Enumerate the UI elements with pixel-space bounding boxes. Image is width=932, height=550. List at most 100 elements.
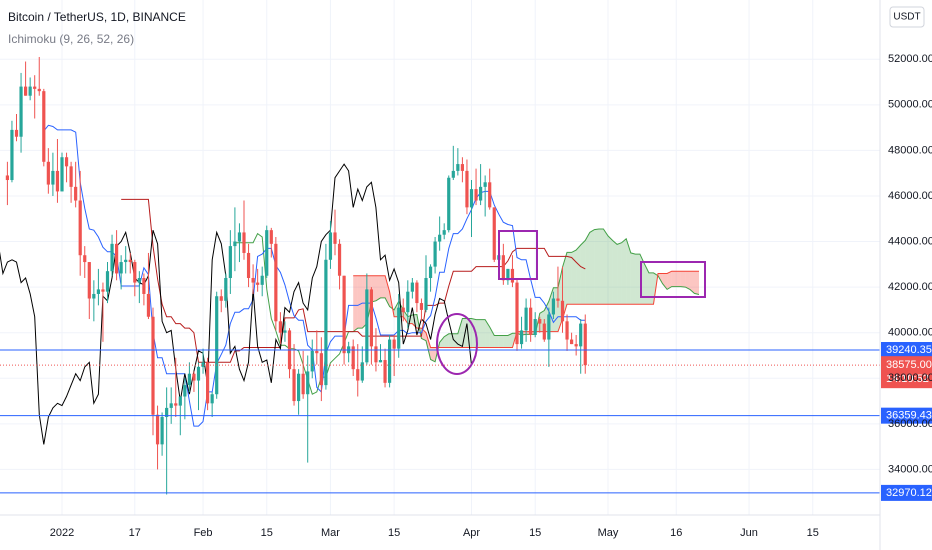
candle-body: [165, 407, 169, 418]
candle-body: [419, 303, 424, 310]
level-label: 39240.35: [886, 344, 932, 356]
cloud: [375, 275, 381, 301]
cloud: [430, 347, 436, 362]
cloud: [685, 271, 690, 290]
candle-body: [324, 259, 328, 386]
quote-button[interactable]: [889, 6, 925, 28]
candle-body: [51, 170, 55, 185]
candle-body: [278, 321, 282, 333]
candle-body: [538, 319, 542, 324]
cloud: [648, 272, 654, 305]
cloud: [466, 318, 472, 348]
candle-body: [456, 164, 460, 171]
candle-body: [269, 230, 273, 244]
indicator-label: Ichimoku (9, 26, 52, 26): [8, 32, 134, 46]
candle-body: [378, 360, 383, 363]
candle-body: [401, 307, 405, 313]
level-tag: [881, 484, 932, 501]
cloud: [480, 319, 486, 348]
cloud: [689, 271, 695, 294]
last-price-tag: [881, 356, 932, 389]
candle-body: [155, 414, 160, 445]
candle-body: [242, 232, 246, 253]
chikou-line: [0, 163, 472, 445]
candle-body: [83, 255, 87, 263]
candle-body: [524, 307, 528, 331]
quote-button-label[interactable]: USDT: [893, 12, 920, 23]
cloud: [635, 254, 640, 305]
candle-body: [260, 275, 264, 285]
candle-body: [397, 307, 401, 349]
candle-body: [560, 300, 565, 322]
candle-body: [201, 362, 205, 367]
cloud: [608, 235, 613, 305]
candle-body: [369, 289, 373, 347]
cloud: [576, 244, 581, 305]
grid: [0, 0, 880, 515]
candle-body: [87, 262, 91, 299]
x-tick-label: 15: [807, 527, 819, 539]
candle-body: [24, 86, 28, 96]
cloud: [626, 238, 631, 305]
cloud: [621, 238, 627, 305]
candle-body: [519, 330, 524, 345]
candle-body: [374, 346, 378, 363]
cloud: [507, 333, 513, 348]
candle-body: [501, 255, 505, 281]
candle-body: [474, 189, 478, 201]
level-tag: [881, 407, 932, 424]
candle-body: [237, 232, 242, 242]
cloud: [439, 336, 445, 348]
ichimoku: [0, 124, 700, 445]
levels: 39240.35 36359.43 32970.12 38575.00 14:10:52: [0, 342, 932, 501]
cloud: [598, 229, 604, 305]
cloud: [494, 335, 499, 348]
candle-body: [60, 157, 64, 192]
candle-body: [274, 243, 278, 322]
candle-body: [451, 170, 455, 178]
last-price-label: 38575.00: [886, 359, 932, 371]
x-tick-label: Apr: [463, 527, 480, 539]
candle-body: [570, 339, 574, 345]
candle-body: [256, 282, 260, 285]
candle-body: [360, 362, 364, 381]
cloud: [594, 229, 599, 305]
candle-body: [460, 164, 464, 171]
candle-body: [488, 182, 492, 208]
x-tick-label: Feb: [194, 527, 213, 539]
candle-body: [315, 350, 319, 354]
candle-body: [306, 371, 310, 395]
cloud: [485, 319, 490, 348]
candle-body: [483, 182, 487, 187]
cloud: [680, 271, 686, 288]
candle-body: [160, 417, 164, 445]
candle-body: [565, 321, 569, 340]
candle-body: [110, 243, 114, 272]
candle-body: [42, 91, 46, 162]
candle-body: [10, 129, 14, 181]
candle-body: [328, 232, 333, 260]
candle-body: [297, 373, 301, 402]
candle-body: [542, 323, 546, 340]
cloud: [671, 271, 677, 287]
box-annotation: [498, 230, 538, 280]
cloud: [580, 240, 586, 305]
candle-body: [183, 385, 187, 397]
level-label: 32970.12: [886, 487, 932, 499]
x-tick-label: 15: [261, 527, 273, 539]
candle-body: [424, 278, 428, 310]
candle-body: [333, 232, 337, 244]
cloud: [357, 275, 363, 329]
cloud: [603, 229, 608, 305]
candle-body: [351, 346, 355, 370]
candle-body: [151, 316, 155, 415]
candle-body: [169, 403, 173, 408]
candle-body: [224, 278, 228, 301]
candle-body: [447, 177, 451, 231]
candle-body: [105, 271, 110, 292]
cloud: [448, 333, 454, 348]
candle-body: [206, 362, 210, 404]
candle-body: [292, 369, 296, 402]
candle-body: [64, 157, 69, 167]
candle-body: [406, 291, 410, 313]
